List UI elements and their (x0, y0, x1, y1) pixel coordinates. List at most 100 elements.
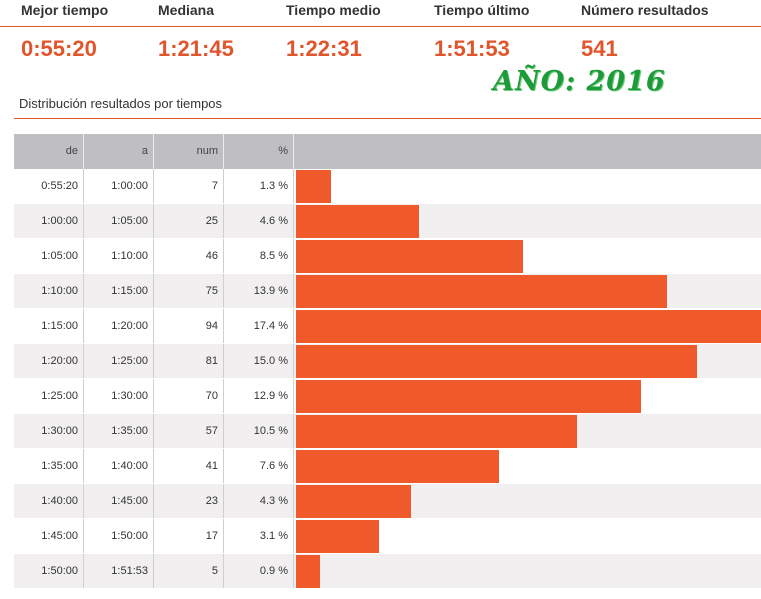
row-separator (14, 308, 761, 309)
cell-num: 41 (154, 449, 224, 484)
row-separator (14, 238, 761, 239)
table-row: 1:15:00 1:20:00 94 17.4 % (14, 309, 761, 344)
cell-num: 70 (154, 379, 224, 414)
row-separator (14, 273, 761, 274)
year-stamp: AÑO: 2016 (493, 66, 666, 97)
cell-num: 5 (154, 554, 224, 589)
cell-num: 23 (154, 484, 224, 519)
distribution-bar (296, 450, 499, 483)
cell-de: 0:55:20 (14, 169, 84, 204)
cell-de: 1:20:00 (14, 344, 84, 379)
distribution-bar (296, 520, 379, 553)
table-header: de a num % (14, 134, 761, 169)
row-separator (14, 203, 761, 204)
table-row: 1:00:00 1:05:00 25 4.6 % (14, 204, 761, 239)
distribution-bar (296, 310, 761, 343)
cell-pct: 7.6 % (224, 449, 294, 484)
row-separator (14, 343, 761, 344)
cell-num: 7 (154, 169, 224, 204)
cell-pct: 17.4 % (224, 309, 294, 344)
table-row: 1:45:00 1:50:00 17 3.1 % (14, 519, 761, 554)
cell-num: 17 (154, 519, 224, 554)
cell-pct: 0.9 % (224, 554, 294, 589)
cell-pct: 1.3 % (224, 169, 294, 204)
stat-value-last: 1:51:53 (434, 36, 510, 61)
stat-label-last: Tiempo último (434, 2, 530, 18)
cell-num: 81 (154, 344, 224, 379)
cell-a: 1:05:00 (84, 204, 154, 239)
distribution-bar (296, 485, 411, 518)
cell-num: 57 (154, 414, 224, 449)
table-row: 0:55:20 1:00:00 7 1.3 % (14, 169, 761, 204)
cell-de: 1:50:00 (14, 554, 84, 589)
column-header-num: num (154, 134, 224, 169)
table-row: 1:50:00 1:51:53 5 0.9 % (14, 554, 761, 589)
cell-de: 1:00:00 (14, 204, 84, 239)
cell-a: 1:25:00 (84, 344, 154, 379)
distribution-bar (296, 240, 523, 273)
cell-a: 1:40:00 (84, 449, 154, 484)
summary-stats: Mejor tiempo Mediana Tiempo medio Tiempo… (0, 0, 761, 27)
cell-de: 1:40:00 (14, 484, 84, 519)
cell-a: 1:15:00 (84, 274, 154, 309)
distribution-bar (296, 275, 667, 308)
cell-de: 1:35:00 (14, 449, 84, 484)
stat-label-count: Número resultados (581, 2, 709, 18)
stat-value-count: 541 (581, 36, 618, 61)
row-separator (14, 518, 761, 519)
cell-pct: 4.3 % (224, 484, 294, 519)
cell-num: 25 (154, 204, 224, 239)
cell-de: 1:25:00 (14, 379, 84, 414)
cell-pct: 3.1 % (224, 519, 294, 554)
table-row: 1:35:00 1:40:00 41 7.6 % (14, 449, 761, 484)
row-separator (14, 413, 761, 414)
cell-de: 1:15:00 (14, 309, 84, 344)
chart-title: Distribución resultados por tiempos (19, 96, 223, 111)
stat-label-median: Mediana (158, 2, 215, 18)
column-header-a: a (84, 134, 154, 169)
cell-a: 1:30:00 (84, 379, 154, 414)
cell-pct: 13.9 % (224, 274, 294, 309)
table-row: 1:10:00 1:15:00 75 13.9 % (14, 274, 761, 309)
table-row: 1:05:00 1:10:00 46 8.5 % (14, 239, 761, 274)
table-row: 1:20:00 1:25:00 81 15.0 % (14, 344, 761, 379)
cell-pct: 4.6 % (224, 204, 294, 239)
distribution-bar (296, 555, 320, 588)
cell-a: 1:51:53 (84, 554, 154, 589)
distribution-bar (296, 170, 331, 203)
cell-pct: 10.5 % (224, 414, 294, 449)
cell-de: 1:30:00 (14, 414, 84, 449)
column-header-pct: % (224, 134, 294, 169)
cell-pct: 12.9 % (224, 379, 294, 414)
title-divider (14, 118, 761, 119)
cell-a: 1:35:00 (84, 414, 154, 449)
table-row: 1:40:00 1:45:00 23 4.3 % (14, 484, 761, 519)
cell-pct: 8.5 % (224, 239, 294, 274)
cell-num: 75 (154, 274, 224, 309)
row-separator (14, 483, 761, 484)
row-separator (14, 553, 761, 554)
cell-de: 1:45:00 (14, 519, 84, 554)
stat-value-mean: 1:22:31 (286, 36, 362, 61)
cell-num: 94 (154, 309, 224, 344)
stat-value-median: 1:21:45 (158, 36, 234, 61)
cell-a: 1:50:00 (84, 519, 154, 554)
cell-a: 1:10:00 (84, 239, 154, 274)
distribution-bar (296, 205, 419, 238)
row-separator (14, 378, 761, 379)
cell-a: 1:45:00 (84, 484, 154, 519)
stat-value-best-time: 0:55:20 (21, 36, 97, 61)
cell-a: 1:20:00 (84, 309, 154, 344)
stat-label-best-time: Mejor tiempo (21, 2, 109, 18)
column-header-de: de (14, 134, 84, 169)
distribution-bar (296, 415, 577, 448)
row-separator (14, 588, 761, 589)
cell-a: 1:00:00 (84, 169, 154, 204)
cell-pct: 15.0 % (224, 344, 294, 379)
cell-de: 1:05:00 (14, 239, 84, 274)
cell-num: 46 (154, 239, 224, 274)
distribution-bar (296, 380, 641, 413)
row-separator (14, 448, 761, 449)
table-row: 1:25:00 1:30:00 70 12.9 % (14, 379, 761, 414)
distribution-bar (296, 345, 697, 378)
